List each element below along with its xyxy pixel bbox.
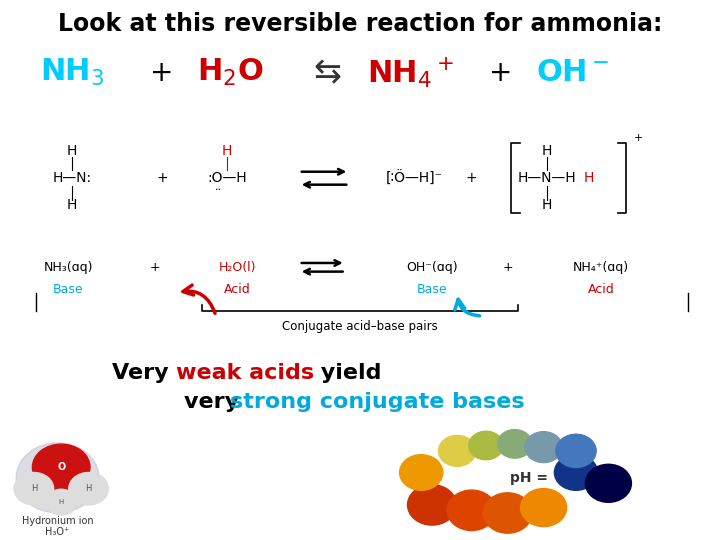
Text: Very: Very	[112, 362, 176, 383]
Text: NH$_3$: NH$_3$	[40, 57, 104, 89]
Ellipse shape	[32, 444, 90, 490]
Text: +: +	[466, 171, 477, 185]
Ellipse shape	[483, 493, 532, 533]
Ellipse shape	[521, 489, 567, 526]
Ellipse shape	[498, 430, 532, 458]
Ellipse shape	[400, 455, 443, 490]
Text: Conjugate acid–base pairs: Conjugate acid–base pairs	[282, 320, 438, 333]
Text: H: H	[86, 484, 91, 493]
Text: very: very	[184, 392, 246, 413]
Text: NH$_4$$^+$: NH$_4$$^+$	[367, 56, 454, 90]
Ellipse shape	[447, 490, 496, 530]
Text: Base: Base	[417, 284, 447, 296]
Text: Acid: Acid	[588, 284, 615, 296]
Text: ⋅⋅: ⋅⋅	[215, 185, 222, 195]
Text: H$_2$O: H$_2$O	[197, 57, 264, 89]
Text: +: +	[489, 59, 512, 87]
Ellipse shape	[14, 472, 53, 505]
Ellipse shape	[17, 443, 99, 513]
Text: H: H	[584, 171, 594, 185]
Text: H: H	[67, 144, 77, 158]
Ellipse shape	[69, 472, 109, 505]
Text: Base: Base	[53, 284, 84, 296]
Ellipse shape	[408, 485, 456, 525]
Text: H—N:: H—N:	[53, 171, 91, 185]
Text: +: +	[150, 261, 160, 274]
Text: Acid: Acid	[224, 284, 251, 296]
Text: [∶Ö—H]⁻: [∶Ö—H]⁻	[385, 171, 443, 186]
Text: yield: yield	[313, 362, 382, 383]
Text: H: H	[222, 144, 232, 158]
Text: ⇆: ⇆	[314, 56, 341, 90]
Ellipse shape	[556, 434, 596, 468]
Ellipse shape	[469, 431, 503, 460]
Text: H: H	[542, 144, 552, 158]
Ellipse shape	[46, 489, 76, 515]
Text: H: H	[58, 499, 64, 505]
Text: strong conjugate bases: strong conjugate bases	[230, 392, 525, 413]
Text: OH⁻(ɑq): OH⁻(ɑq)	[406, 261, 458, 274]
Text: :O—H: :O—H	[207, 171, 247, 185]
Text: +: +	[634, 133, 643, 143]
Text: H₃O⁺: H₃O⁺	[45, 527, 70, 537]
Ellipse shape	[525, 431, 562, 463]
Text: H—N—H: H—N—H	[518, 171, 577, 185]
Text: H: H	[67, 198, 77, 212]
Text: Hydronium ion: Hydronium ion	[22, 516, 94, 526]
Ellipse shape	[438, 435, 476, 467]
Text: H: H	[542, 198, 552, 212]
Text: +: +	[156, 171, 168, 185]
Text: H: H	[31, 484, 37, 493]
Ellipse shape	[554, 455, 598, 490]
Text: OH$^-$: OH$^-$	[536, 58, 609, 87]
Text: H₂O(l): H₂O(l)	[219, 261, 256, 274]
Ellipse shape	[585, 464, 631, 502]
Text: weak acids: weak acids	[176, 362, 315, 383]
Text: Look at this reversible reaction for ammonia:: Look at this reversible reaction for amm…	[58, 12, 662, 36]
Text: +: +	[503, 261, 513, 274]
Text: +: +	[150, 59, 174, 87]
Text: NH₃(ɑq): NH₃(ɑq)	[44, 261, 93, 274]
Text: pH =: pH =	[510, 471, 548, 485]
Text: O: O	[57, 462, 66, 472]
Text: NH₄⁺(ɑq): NH₄⁺(ɑq)	[573, 261, 629, 274]
